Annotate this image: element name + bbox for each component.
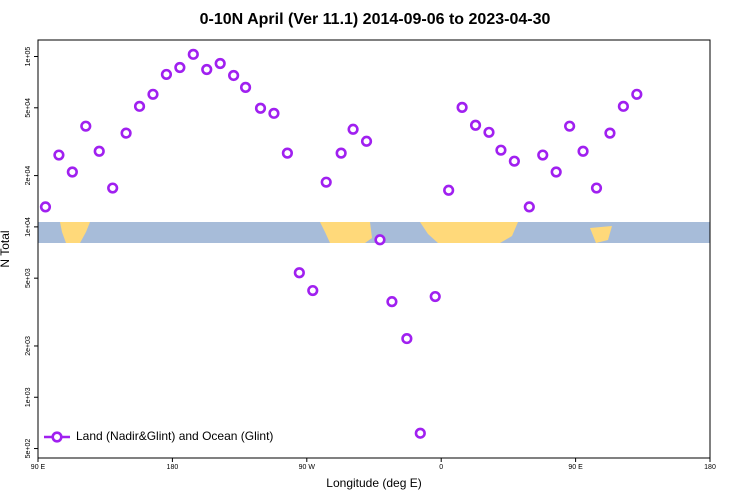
data-point [53, 149, 65, 161]
y-tick-label: 1e+04 [25, 217, 32, 237]
data-point [39, 201, 52, 213]
data-point [577, 145, 589, 157]
y-axis-label: N Total [0, 230, 12, 267]
data-point [443, 184, 455, 196]
data-point [429, 290, 441, 303]
data-point [320, 176, 332, 188]
x-tick-label: 90 W [299, 464, 316, 471]
data-point [293, 267, 305, 279]
data-point [93, 145, 105, 157]
data-point [508, 155, 520, 167]
x-tick-label: 90 E [31, 464, 46, 471]
data-point [360, 135, 373, 147]
data-point [386, 296, 398, 308]
legend-label: Land (Nadir&Glint) and Ocean (Glint) [76, 429, 273, 443]
data-point [347, 123, 359, 135]
y-tick-label: 2e+03 [25, 336, 32, 356]
y-tick-label: 1e+03 [25, 387, 32, 407]
y-tick-label: 1e+05 [25, 47, 32, 67]
data-point [254, 102, 267, 114]
data-point [66, 166, 78, 178]
x-axis-label: Longitude (deg E) [326, 476, 421, 490]
x-tick-label: 180 [167, 464, 179, 471]
data-point [80, 120, 92, 132]
data-point [239, 81, 252, 93]
data-point [617, 100, 629, 112]
chart-title: 0-10N April (Ver 11.1) 2014-09-06 to 202… [200, 11, 551, 28]
data-point [523, 201, 535, 213]
y-tick-label: 5e+03 [25, 268, 32, 288]
data-point [160, 68, 173, 81]
data-point [120, 127, 132, 139]
data-point [483, 126, 495, 138]
data-point [214, 57, 226, 70]
x-tick-label: 0 [439, 464, 443, 471]
data-point [495, 144, 507, 156]
data-point [307, 284, 319, 297]
data-point [537, 149, 549, 161]
data-point [147, 88, 159, 100]
data-point [187, 48, 199, 60]
data-point [201, 63, 213, 76]
data-point [228, 69, 240, 82]
data-point [174, 61, 186, 74]
data-point [374, 234, 386, 246]
data-point [469, 119, 482, 131]
data-point [107, 182, 119, 194]
data-point [133, 100, 146, 112]
x-tick-label: 180 [704, 464, 716, 471]
data-point [335, 147, 347, 159]
data-point [550, 166, 562, 178]
data-point [456, 101, 468, 113]
y-tick-label: 5e+02 [25, 439, 32, 459]
data-point [268, 107, 280, 119]
map-strip [38, 222, 710, 243]
data-point [631, 88, 643, 100]
data-point [604, 127, 616, 139]
data-point [414, 427, 426, 439]
data-point [401, 332, 413, 345]
legend-marker [51, 431, 63, 443]
data-point [281, 147, 293, 159]
data-point [590, 182, 603, 194]
x-tick-label: 90 E [568, 464, 583, 471]
plot-frame [37, 39, 711, 459]
data-point [564, 120, 576, 132]
y-tick-label: 5e+04 [25, 98, 32, 118]
y-tick-label: 2e+04 [25, 166, 32, 186]
